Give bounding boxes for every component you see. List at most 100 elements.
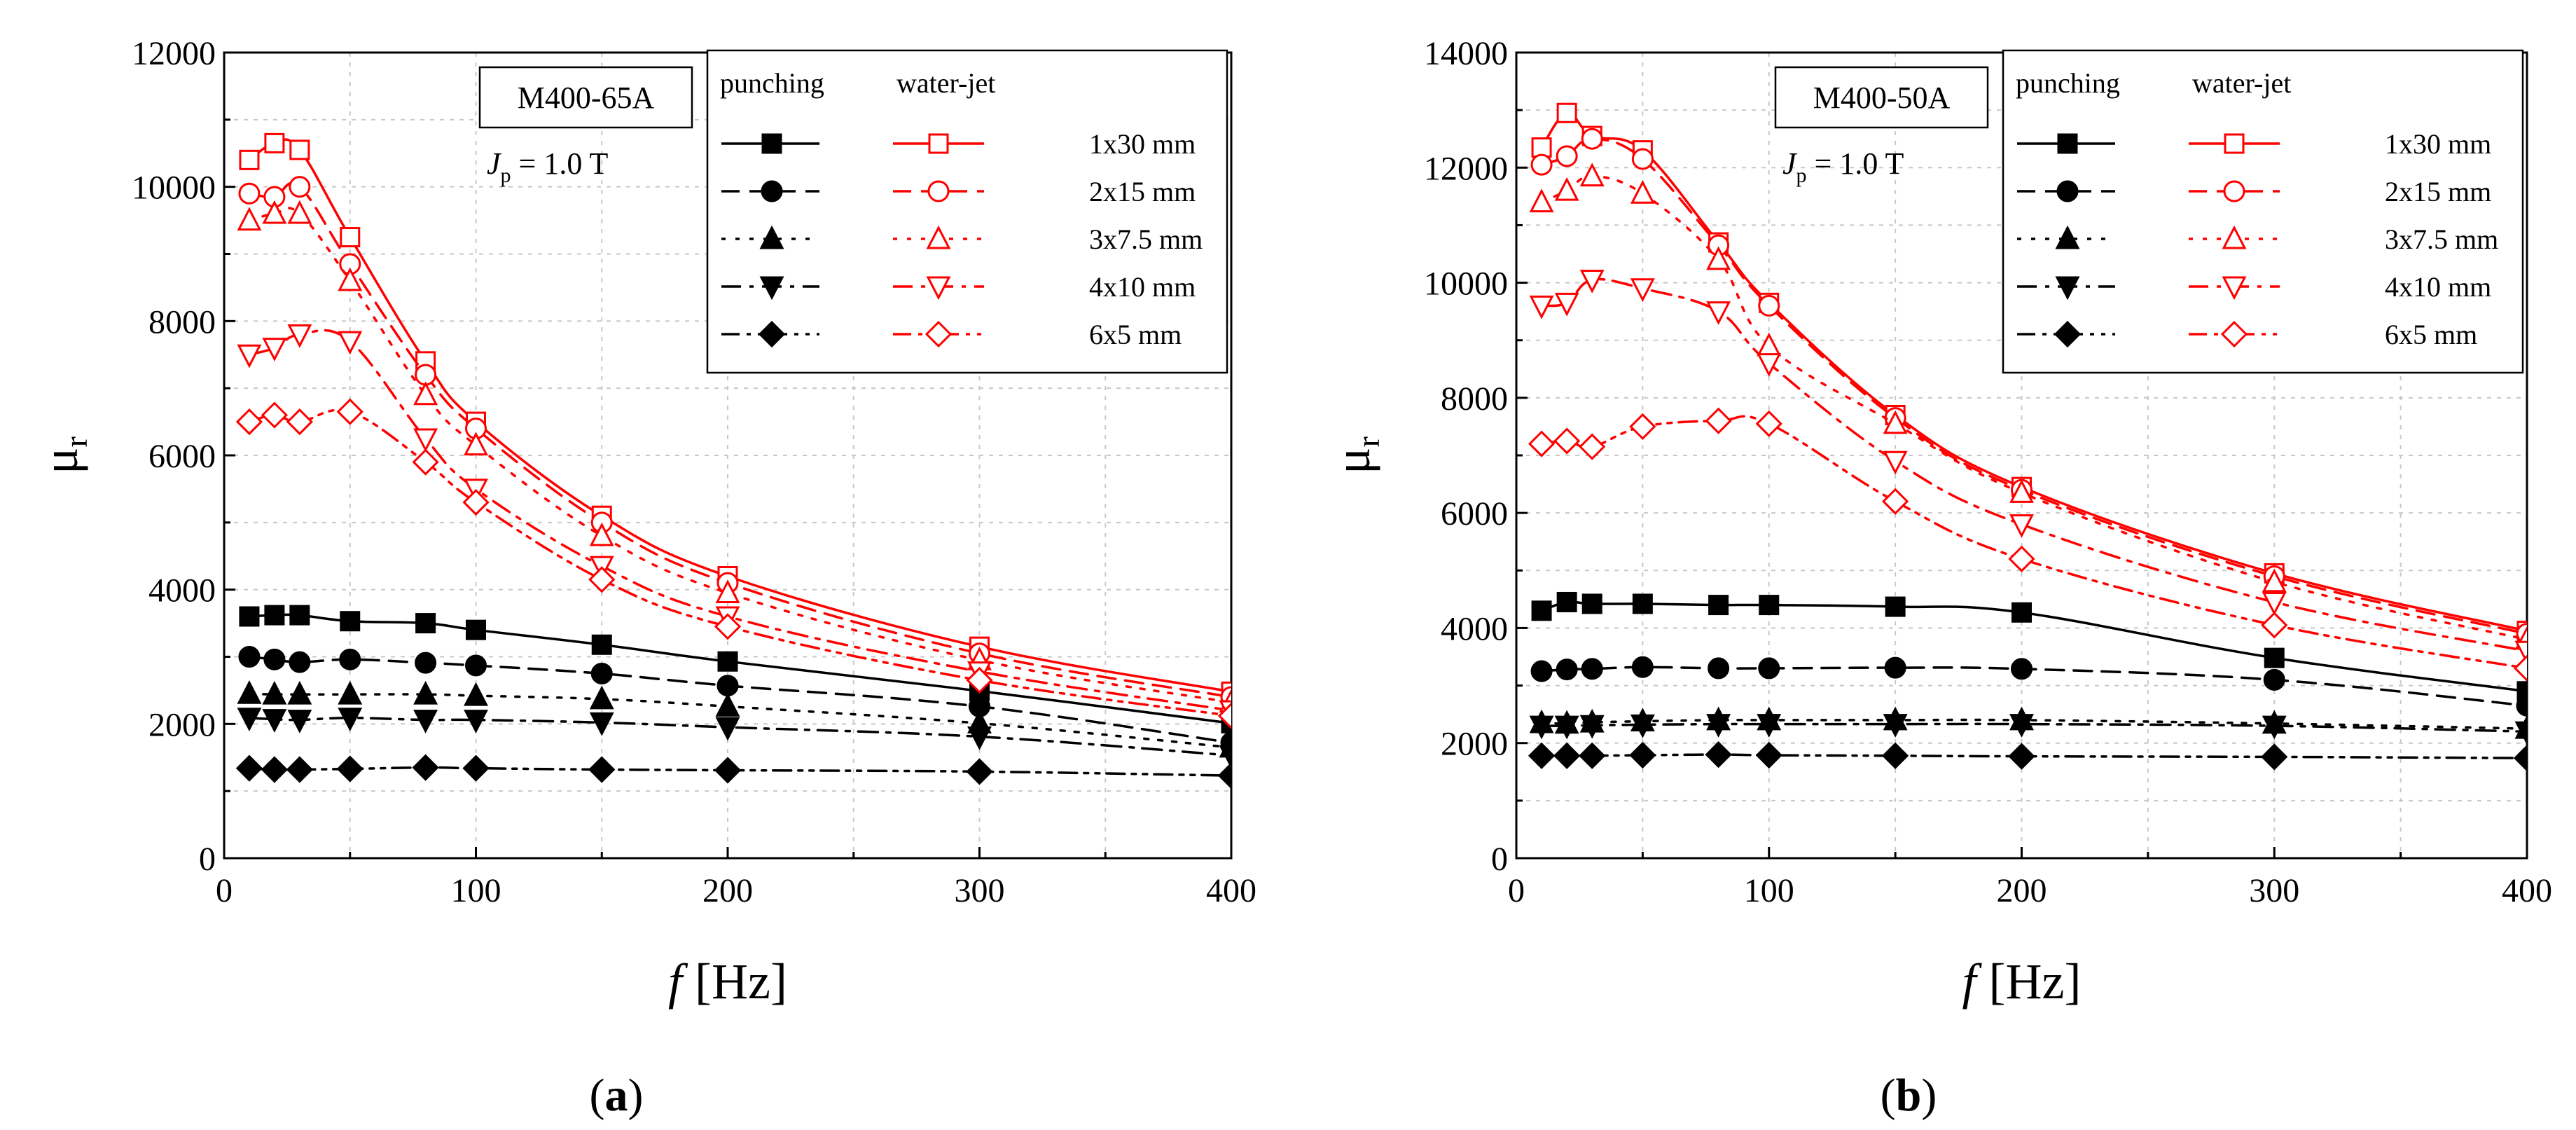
data-point [2514, 721, 2527, 745]
data-point [1882, 742, 1909, 769]
legend-label: 4x10 mm [1089, 271, 1196, 303]
data-point [1757, 332, 1782, 357]
data-point [1630, 714, 1655, 738]
legend-marker-waterjet [928, 133, 949, 154]
data-point [590, 662, 613, 684]
data-point [1885, 596, 1906, 617]
data-point [1757, 714, 1782, 738]
series-line [1540, 722, 2527, 733]
data-point [1217, 702, 1231, 729]
data-point [464, 682, 488, 706]
data-point [1579, 163, 1605, 187]
data-point [2011, 658, 2033, 680]
data-point [264, 605, 285, 626]
data-point [262, 709, 287, 733]
data-point [239, 149, 260, 170]
jp-annotation: Jp = 1.0 T [1782, 146, 1904, 187]
x-tick-label: 400 [2502, 872, 2552, 909]
legend-label: 6x5 mm [2385, 319, 2477, 350]
x-tick-label: 200 [1997, 872, 2047, 909]
data-point [2008, 545, 2035, 572]
data-point [465, 654, 487, 677]
data-point [2009, 479, 2034, 503]
data-point [1759, 595, 1780, 616]
data-point [1630, 278, 1655, 303]
series-line [248, 138, 1231, 694]
data-point [2263, 668, 2285, 691]
y-tick-label: 8000 [148, 303, 216, 340]
series-punching-4 [237, 708, 1231, 769]
data-point [336, 755, 363, 783]
y-tick-label: 2000 [1441, 726, 1508, 763]
legend-header-punching: punching [2016, 67, 2120, 99]
material-label-box [478, 66, 693, 129]
series-punching-5 [1528, 741, 2527, 772]
data-point [462, 488, 490, 516]
data-point [1529, 715, 1554, 740]
data-point [1629, 413, 1656, 441]
data-point [1882, 488, 1909, 515]
y-tick-label: 6000 [148, 438, 216, 475]
x-axis-label-unit: [Hz] [1976, 953, 2082, 1010]
legend-label: 3x7.5 mm [1089, 223, 1203, 255]
legend-header-waterjet: water-jet [2192, 67, 2291, 99]
legend-marker-waterjet [2222, 225, 2247, 249]
data-point [1528, 742, 1556, 769]
legend-marker-waterjet [2220, 320, 2248, 348]
legend-marker-punching [761, 180, 783, 202]
data-point [966, 666, 993, 694]
data-point [1531, 600, 1552, 621]
series-group [1528, 102, 2527, 772]
data-point [1556, 102, 1577, 123]
data-point [1556, 659, 1578, 681]
data-point [715, 717, 740, 741]
caption-open: ( [590, 1070, 605, 1121]
data-point [1631, 656, 1654, 678]
data-point [1708, 595, 1729, 616]
data-point [340, 227, 361, 248]
series-punching-4 [1529, 714, 2527, 745]
data-point [2008, 743, 2035, 770]
data-point [2513, 654, 2527, 682]
jp-subscript: p [1796, 164, 1807, 187]
data-point [2261, 612, 2288, 639]
y-tick-label: 10000 [132, 170, 216, 207]
y-tick-label: 12000 [132, 35, 216, 72]
legend-marker-waterjet [926, 225, 951, 249]
series-group [235, 132, 1231, 790]
data-point [714, 757, 742, 784]
data-point [1556, 145, 1578, 167]
data-point [464, 432, 488, 456]
data-point [238, 646, 261, 668]
data-point [340, 611, 361, 632]
data-point [1529, 188, 1554, 213]
jp-value: = 1.0 T [511, 146, 609, 181]
y-axis-label: μr [32, 436, 94, 474]
x-axis-label-unit: [Hz] [682, 953, 787, 1010]
caption-close: ) [628, 1070, 644, 1121]
jp-symbol: J [1782, 146, 1798, 181]
data-point [413, 381, 438, 406]
material-label-box [1774, 66, 1989, 129]
series-waterjet-5 [1528, 407, 2527, 682]
data-point [1631, 148, 1654, 170]
data-point [238, 182, 261, 205]
caption-open: ( [1881, 1070, 1896, 1121]
legend-marker-punching [761, 133, 782, 154]
data-point [1554, 715, 1579, 740]
material-label: M400-50A [1813, 81, 1951, 115]
legend-marker-waterjet [926, 276, 951, 301]
legend-marker-punching [758, 320, 786, 348]
y-axis-label: μr [1324, 436, 1386, 474]
data-point [287, 324, 312, 348]
data-point [1528, 430, 1556, 457]
x-axis-label: f [Hz] [668, 953, 787, 1010]
data-point [1757, 353, 1782, 377]
data-point [289, 139, 310, 160]
data-point [1755, 741, 1782, 769]
data-point [1883, 450, 1908, 475]
legend-label: 6x5 mm [1089, 319, 1182, 350]
y-axis-label-symbol: μ [1324, 447, 1380, 474]
data-point [1219, 745, 1231, 769]
